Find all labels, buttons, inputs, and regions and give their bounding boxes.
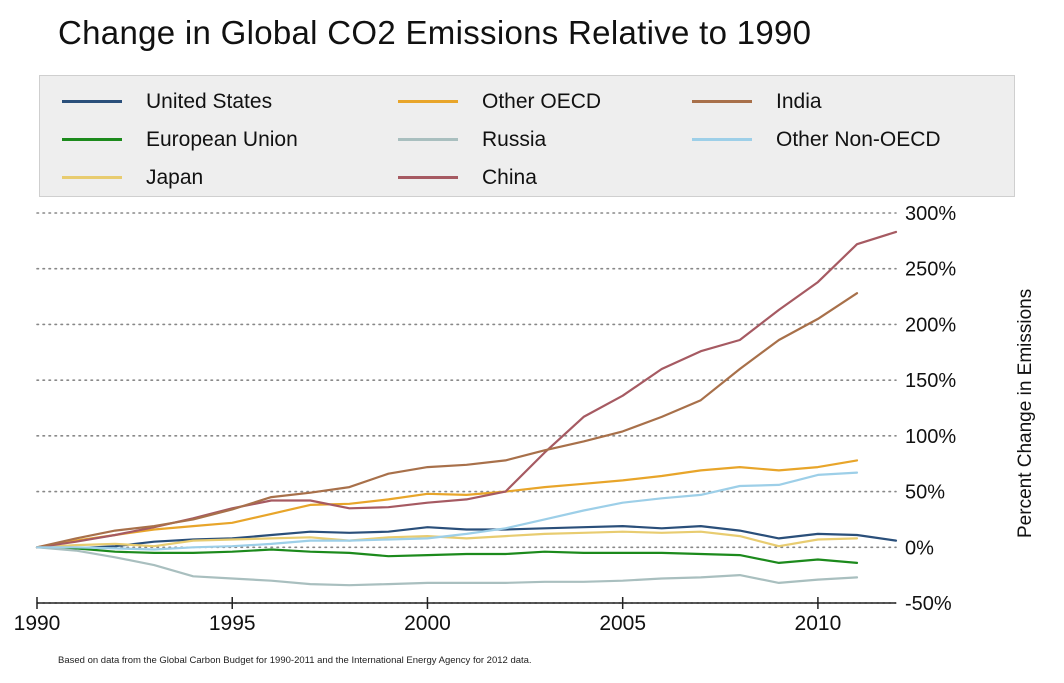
chart-legend: United States European Union Japan Other… xyxy=(39,75,1015,197)
legend-swatch xyxy=(62,100,122,103)
footnote: Based on data from the Global Carbon Bud… xyxy=(58,655,532,666)
series-line-russia xyxy=(35,546,859,587)
legend-swatch xyxy=(398,176,458,179)
series-line-china xyxy=(35,230,898,549)
legend-swatch xyxy=(398,100,458,103)
series-line-united-states xyxy=(35,524,898,550)
legend-swatch xyxy=(398,138,458,141)
y-tick-label: 50% xyxy=(905,482,945,504)
x-tick-label: 1995 xyxy=(209,612,256,635)
legend-label: Japan xyxy=(146,166,204,189)
legend-swatch xyxy=(62,176,122,179)
legend-label: Other Non-OECD xyxy=(776,128,941,151)
x-tick-label: 1990 xyxy=(14,612,61,635)
chart-title: Change in Global CO2 Emissions Relative … xyxy=(58,14,812,51)
legend-label: Other OECD xyxy=(482,90,602,113)
y-tick-label: 150% xyxy=(905,370,956,392)
legend-swatch xyxy=(692,138,752,141)
legend-label: China xyxy=(482,166,537,189)
legend-label: Russia xyxy=(482,128,547,151)
y-tick-label: -50% xyxy=(905,593,952,615)
x-tick-label: 2010 xyxy=(795,612,842,635)
y-tick-label: 200% xyxy=(905,314,956,336)
series-line-japan xyxy=(35,530,859,549)
y-tick-label: 300% xyxy=(905,203,956,225)
series-line-european-union xyxy=(35,546,859,565)
series-line-india xyxy=(35,292,859,549)
legend-swatch xyxy=(692,100,752,103)
y-tick-label: 0% xyxy=(905,537,934,559)
legend-label: India xyxy=(776,90,822,113)
legend-label: United States xyxy=(146,90,273,113)
x-tick-label: 2005 xyxy=(599,612,646,635)
y-tick-label: 100% xyxy=(905,426,956,448)
y-tick-label: 250% xyxy=(905,259,956,281)
legend-swatch xyxy=(62,138,122,141)
series-line-other-oecd xyxy=(35,459,859,549)
x-tick-label: 2000 xyxy=(404,612,451,635)
legend-label: European Union xyxy=(146,128,298,151)
y-axis-label: Percent Change in Emissions xyxy=(1015,288,1036,538)
series-line-other-non-oecd xyxy=(35,471,859,551)
